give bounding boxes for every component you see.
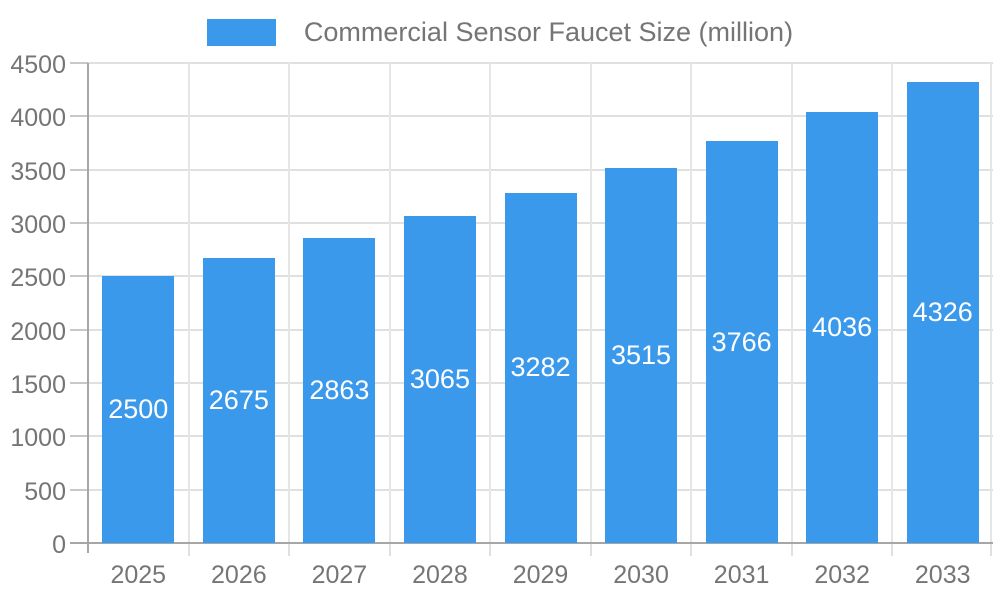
bar-value-label: 2675: [208, 384, 269, 415]
bar-2027[interactable]: 2863: [303, 237, 376, 543]
x-axis-tick: [187, 543, 190, 556]
gridline-horizontal: [88, 62, 993, 64]
legend[interactable]: Commercial Sensor Faucet Size (million): [0, 16, 1000, 48]
bar-2028[interactable]: 3065: [403, 216, 476, 543]
x-axis-category-label: 2029: [512, 561, 569, 589]
bar-value-label: 2863: [309, 374, 370, 405]
x-axis-category-label: 2030: [613, 561, 669, 589]
x-axis-tick: [288, 543, 291, 556]
y-axis-tick: [70, 488, 88, 491]
x-axis-category-label: 2033: [914, 561, 971, 589]
x-axis-tick: [990, 543, 992, 556]
y-axis-tick-label: 3500: [10, 157, 66, 186]
x-axis-category-label: 2027: [311, 561, 368, 589]
bar-value-label: 3065: [409, 364, 470, 395]
gridline-vertical: [690, 63, 693, 543]
y-axis-tick: [70, 168, 88, 171]
x-axis-line: [70, 542, 993, 544]
bar-2033[interactable]: 4326: [906, 81, 979, 543]
legend-label: Commercial Sensor Faucet Size (million): [303, 16, 794, 47]
x-axis-tick: [891, 543, 894, 556]
bar-2029[interactable]: 3282: [504, 192, 577, 543]
bar-2026[interactable]: 2675: [202, 257, 275, 543]
y-axis-tick: [70, 382, 88, 384]
legend-swatch-icon: [206, 18, 276, 46]
bar-2032[interactable]: 4036: [806, 112, 879, 543]
x-axis-tick: [388, 543, 391, 556]
y-axis-tick-label: 0: [52, 531, 66, 559]
gridline-vertical: [589, 63, 592, 543]
y-axis-tick-label: 3000: [10, 211, 66, 239]
gridline-vertical: [388, 63, 391, 543]
gridline-vertical: [990, 63, 992, 543]
y-axis-tick-label: 4000: [10, 104, 66, 133]
y-axis-tick-label: 1000: [10, 424, 66, 453]
bar-value-label: 2500: [108, 394, 169, 425]
bar-2031[interactable]: 3766: [705, 141, 778, 543]
y-axis-tick: [70, 115, 88, 118]
bar-2030[interactable]: 3515: [605, 168, 678, 543]
gridline-vertical: [891, 63, 894, 543]
bar-value-label: 3282: [510, 352, 571, 383]
gridline-vertical: [187, 63, 190, 543]
bar-value-label: 3766: [711, 326, 772, 357]
bar-value-label: 4036: [812, 312, 873, 343]
y-axis-tick: [70, 275, 88, 278]
x-axis-category-label: 2032: [814, 561, 870, 589]
y-axis-line: [87, 63, 89, 553]
x-axis-category-label: 2026: [211, 561, 267, 589]
y-axis-tick-label: 2000: [10, 317, 66, 346]
bar-value-label: 4326: [912, 296, 973, 327]
x-axis-tick: [690, 543, 693, 556]
gridline-horizontal: [88, 168, 993, 171]
gridline-horizontal: [88, 115, 993, 118]
x-axis-category-label: 2025: [110, 561, 167, 589]
y-axis-tick: [70, 62, 88, 64]
y-axis-tick-label: 500: [24, 477, 66, 506]
y-axis-tick-label: 2500: [10, 264, 66, 293]
x-axis-category-label: 2028: [412, 561, 468, 589]
x-axis-category-label: 2031: [713, 561, 770, 589]
x-axis-tick: [589, 543, 592, 556]
bar-2025[interactable]: 2500: [102, 276, 175, 543]
bar-value-label: 3515: [611, 340, 672, 371]
gridline-vertical: [288, 63, 291, 543]
y-axis-tick-label: 4500: [10, 51, 66, 79]
x-axis-tick: [489, 543, 492, 556]
y-axis-tick: [70, 435, 88, 438]
gridline-vertical: [790, 63, 793, 543]
x-axis-tick: [790, 543, 793, 556]
gridline-vertical: [489, 63, 492, 543]
y-axis-tick: [70, 328, 88, 331]
y-axis-tick-label: 1500: [10, 371, 66, 399]
y-axis-tick: [70, 222, 88, 224]
